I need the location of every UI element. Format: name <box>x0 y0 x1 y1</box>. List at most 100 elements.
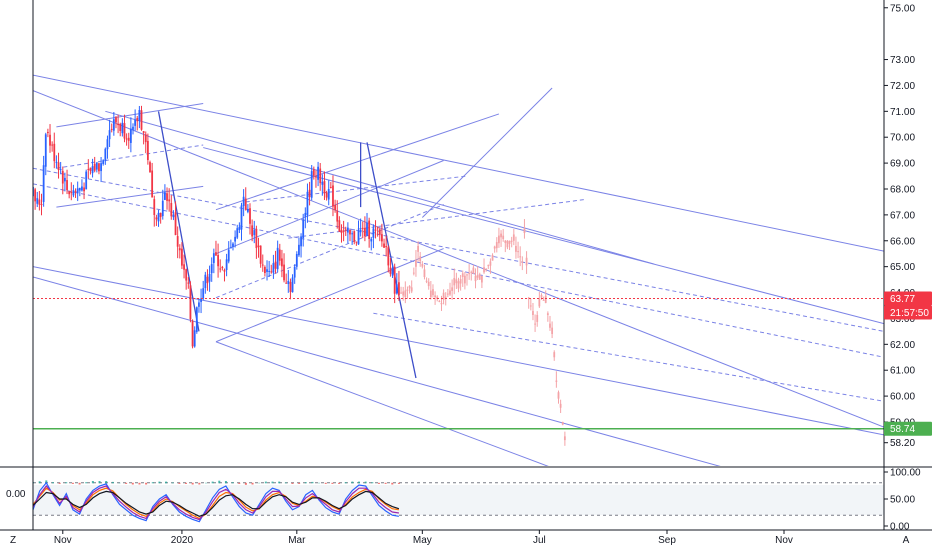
time-tick-label: Jul <box>533 535 546 546</box>
oscillator-histogram-bar <box>371 482 374 484</box>
candle-body <box>227 249 230 262</box>
candle-body <box>138 110 141 121</box>
price-tick-label: 62.00 <box>890 340 915 351</box>
current-price-label: 63.77 <box>890 294 915 305</box>
candle-body <box>323 181 326 193</box>
channel-line <box>33 266 884 436</box>
price-tick-label: 67.00 <box>890 210 915 221</box>
forecast-candle <box>472 267 475 274</box>
candle-body <box>93 163 96 171</box>
candle-body <box>142 131 145 133</box>
candle-body <box>302 219 305 239</box>
candle-body <box>268 270 271 272</box>
channel-line <box>33 90 884 428</box>
candle-body <box>187 282 190 284</box>
time-tick-label: May <box>413 535 432 546</box>
time-tick-label: Sep <box>658 535 676 546</box>
candle-body <box>366 222 368 236</box>
forecast-candle <box>544 295 547 303</box>
candle-body <box>357 230 360 245</box>
forecast-candle <box>421 263 424 267</box>
candle-body <box>308 189 311 197</box>
forecast-candle <box>451 287 454 291</box>
oscillator-histogram-bar <box>231 482 234 484</box>
candle-body <box>55 161 58 163</box>
forecast-candle <box>457 281 460 289</box>
candle-body <box>221 267 224 269</box>
candle-body <box>395 284 398 294</box>
candle-body <box>378 229 381 235</box>
oscillator-histogram-bar <box>351 481 354 484</box>
candle-body <box>372 228 375 238</box>
oscillator-histogram-bar <box>204 482 207 484</box>
candle-body <box>257 245 260 247</box>
candle-body <box>246 208 249 212</box>
candle-body <box>181 248 183 266</box>
forecast-layer <box>400 219 566 446</box>
time-axis[interactable]: Nov 2020 Mar May Jul Sep Nov <box>54 530 793 546</box>
candle-body <box>285 282 288 284</box>
candle-body <box>166 193 168 201</box>
levels-layer[interactable] <box>33 297 884 430</box>
candle-body <box>293 266 296 278</box>
scale-z-button[interactable]: Z <box>10 535 16 546</box>
candle-body <box>189 285 192 320</box>
forecast-candle <box>542 299 545 301</box>
oscillator-axis[interactable]: 100.00 50.00 0.00 <box>884 468 921 533</box>
oscillator-line <box>33 490 400 517</box>
channel-line <box>215 113 500 211</box>
candle-body <box>349 229 351 235</box>
forecast-candle <box>402 291 405 296</box>
oscillator-tick-label: 100.00 <box>890 468 921 479</box>
oscillator-histogram-bar <box>158 481 161 484</box>
oscillator-histogram-bar <box>171 482 174 484</box>
forecast-candle <box>498 235 500 244</box>
candle-body <box>87 169 90 171</box>
forecast-candle <box>534 323 536 325</box>
candle-body <box>57 162 60 170</box>
forecast-candle <box>563 436 566 441</box>
oscillator-histogram-bar <box>111 481 114 484</box>
time-tick-label: Mar <box>288 535 306 546</box>
candle-body <box>398 282 400 296</box>
forecast-candle <box>423 269 426 278</box>
candle-body <box>255 228 258 249</box>
forecast-candle <box>463 275 466 284</box>
channel-median-line <box>215 204 444 299</box>
candle-body <box>310 171 313 198</box>
price-tick-label: 65.00 <box>890 262 915 273</box>
trend-line <box>366 142 417 379</box>
forecast-candle <box>446 293 449 295</box>
oscillator-histogram-bar <box>65 482 68 484</box>
channel-line <box>33 74 884 252</box>
forecast-candle <box>434 295 436 298</box>
forecast-candle <box>527 297 530 299</box>
candle-body <box>276 247 279 270</box>
oscillator-histogram-bar <box>165 481 168 484</box>
drawing-layer[interactable] <box>33 74 884 476</box>
candle-body <box>153 199 156 215</box>
candle-body <box>125 138 128 140</box>
candle-body <box>36 198 39 204</box>
candle-body <box>149 162 151 173</box>
price-tick-label: 72.00 <box>890 81 915 92</box>
forecast-candle <box>466 274 468 276</box>
candle-body <box>368 220 371 239</box>
candle-body <box>236 228 239 238</box>
scale-auto-button[interactable]: A <box>903 535 910 546</box>
oscillator-histogram-bar <box>331 482 334 484</box>
current-price-label-bg <box>884 291 932 306</box>
candle-body <box>212 253 215 263</box>
candle-body <box>83 187 85 192</box>
candle-body <box>151 170 154 198</box>
forecast-candle <box>521 261 524 263</box>
forecast-candle <box>442 292 445 300</box>
oscillator-histogram-bar <box>324 482 327 484</box>
forecast-candle <box>485 268 488 270</box>
price-axis[interactable]: 75.00 73.00 72.00 71.00 70.00 69.00 68.00 67.00… <box>884 3 932 449</box>
candle-body <box>64 177 66 182</box>
forecast-candle <box>427 281 430 287</box>
time-tick-label: 2020 <box>171 535 194 546</box>
candle-body <box>298 244 300 256</box>
